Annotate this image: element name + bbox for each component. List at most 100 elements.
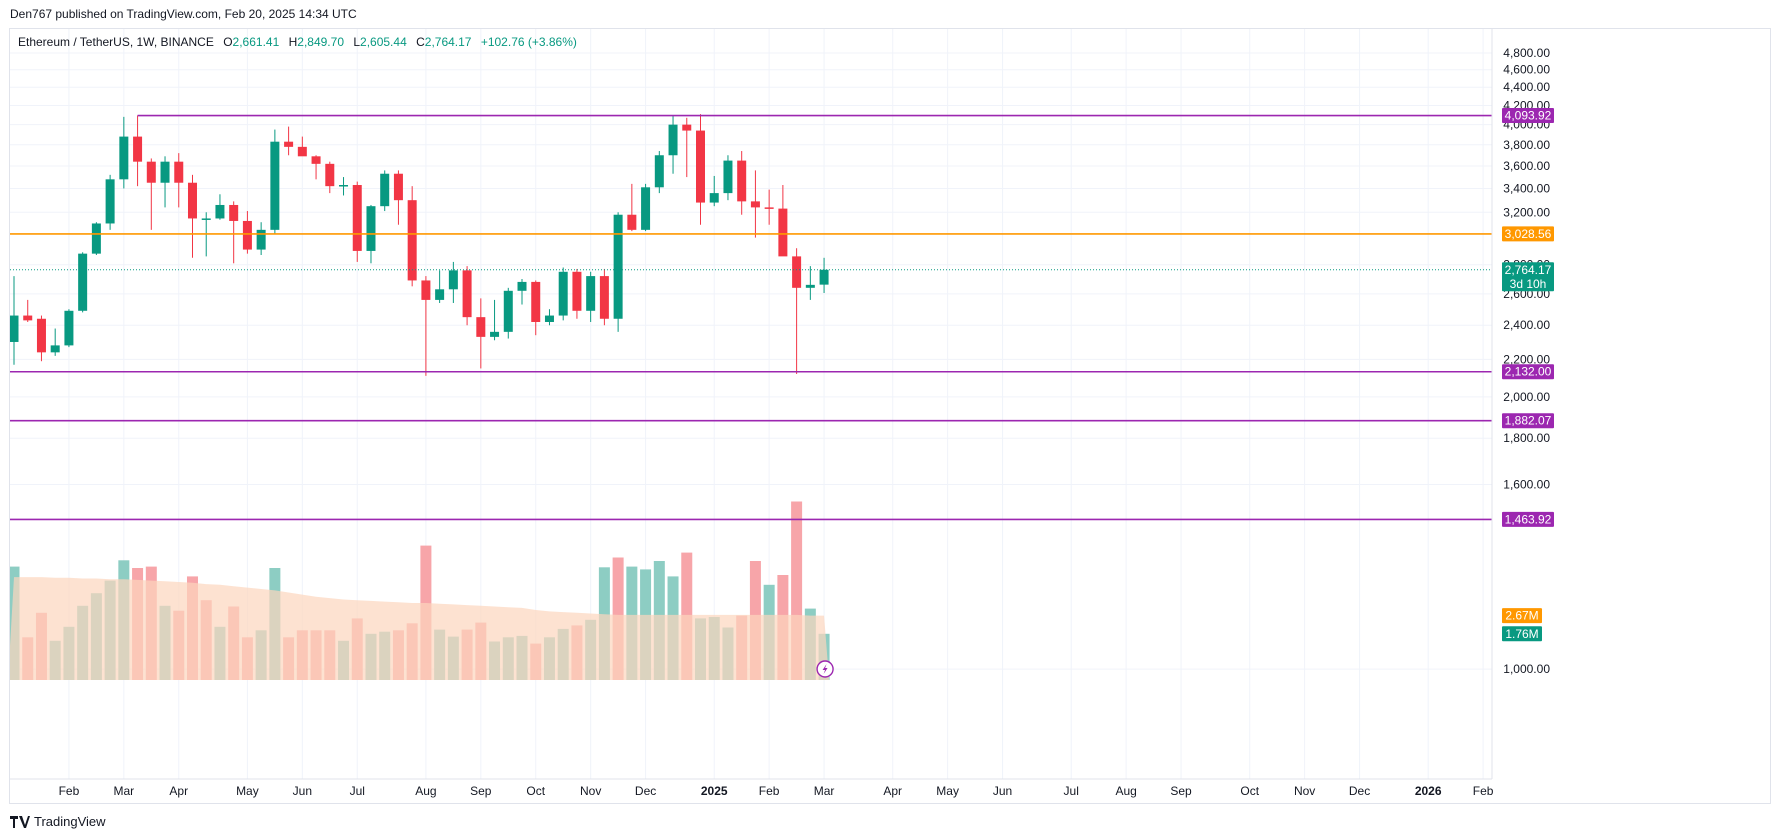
price-tick-label: 3,800.00 (1503, 138, 1550, 152)
candle-body[interactable] (311, 156, 321, 164)
time-tick-label: Jul (1064, 784, 1079, 798)
candle-body[interactable] (201, 218, 211, 220)
candle-body[interactable] (723, 160, 733, 194)
change-value: +102.76 (+3.86%) (480, 35, 577, 49)
candle-body[interactable] (421, 280, 431, 300)
time-tick-label: Aug (1115, 784, 1136, 798)
candle-body[interactable] (64, 310, 74, 346)
close-label: C (416, 35, 425, 49)
volume-badge: 2.67M (1505, 609, 1538, 623)
tradingview-footer[interactable]: TradingView (10, 812, 106, 832)
candle-body[interactable] (36, 318, 46, 353)
tradingview-brand: TradingView (34, 814, 106, 829)
candle-body[interactable] (462, 270, 472, 318)
price-tick-label: 3,400.00 (1503, 181, 1550, 195)
candle-body[interactable] (23, 315, 33, 321)
candle-body[interactable] (297, 146, 307, 157)
candle-body[interactable] (393, 173, 403, 201)
level-price-badge-bg (1502, 511, 1554, 527)
close-value: 2,764.17 (424, 35, 472, 49)
candle-body[interactable] (558, 271, 568, 316)
level-price-badge: 3,028.56 (1505, 227, 1552, 241)
candle-body[interactable] (380, 173, 390, 207)
level-price-badge-bg (1502, 226, 1554, 242)
candle-body[interactable] (764, 207, 774, 209)
low-label: L (353, 35, 361, 49)
volume-badge-bg (1502, 626, 1542, 642)
candle-body[interactable] (160, 161, 170, 183)
candle-body[interactable] (654, 155, 664, 188)
time-tick-label: Feb (1473, 784, 1494, 798)
level-price-badge: 1,882.07 (1505, 414, 1552, 428)
candle-body[interactable] (599, 276, 609, 319)
candle-body[interactable] (435, 289, 445, 300)
volume-badge-bg (1502, 608, 1542, 624)
candle-body[interactable] (750, 201, 760, 208)
candle-body[interactable] (352, 185, 362, 251)
symbol-legend[interactable]: Ethereum / TetherUS, 1W, BINANCE O2,661.… (18, 34, 577, 50)
candle-body[interactable] (709, 193, 719, 203)
candle-body[interactable] (586, 276, 596, 311)
candle-body[interactable] (119, 136, 129, 180)
candle-body[interactable] (613, 214, 623, 319)
candle-body[interactable] (10, 315, 19, 342)
candle-body[interactable] (187, 182, 197, 219)
time-tick-label: Aug (415, 784, 436, 798)
candle-body[interactable] (792, 256, 802, 288)
candle-body[interactable] (339, 185, 349, 187)
price-tick-label: 2,200.00 (1503, 352, 1550, 366)
candle-body[interactable] (517, 281, 527, 291)
time-tick-label: Mar (114, 784, 135, 798)
candle-body[interactable] (490, 331, 500, 337)
candle-body[interactable] (641, 187, 651, 230)
candle-body[interactable] (133, 136, 143, 162)
candle-body[interactable] (819, 269, 829, 285)
time-tick-label: Apr (169, 784, 188, 798)
candle-body[interactable] (682, 124, 692, 131)
candle-body[interactable] (737, 160, 747, 202)
candle-body[interactable] (325, 163, 335, 187)
time-tick-label: May (236, 784, 259, 798)
candle-body[interactable] (215, 204, 225, 219)
candle-body[interactable] (805, 284, 815, 288)
candle-body[interactable] (572, 271, 582, 311)
price-tick-label: 2,400.00 (1503, 318, 1550, 332)
candle-body[interactable] (778, 208, 788, 257)
candle-body[interactable] (174, 161, 184, 183)
candle-body[interactable] (668, 124, 678, 156)
countdown-badge: 3d 10h (1510, 277, 1547, 291)
candle-body[interactable] (476, 317, 486, 337)
time-tick-label: 2025 (701, 784, 728, 798)
time-tick-label: Sep (1170, 784, 1192, 798)
level-price-badge-bg (1502, 108, 1554, 124)
candle-body[interactable] (78, 253, 88, 311)
price-chart[interactable]: 4,800.004,600.004,400.004,200.004,000.00… (10, 29, 1772, 805)
candle-body[interactable] (366, 206, 376, 251)
symbol-name: Ethereum / TetherUS, 1W, BINANCE (18, 35, 214, 49)
candle-body[interactable] (105, 179, 115, 224)
candle-body[interactable] (256, 229, 266, 250)
candle-body[interactable] (229, 204, 239, 221)
chart-frame[interactable]: 4,800.00 4,600.00 4,400.00 4,200.00 4,000.00… (9, 28, 1771, 804)
tradingview-logo-icon (10, 816, 30, 828)
candle-body[interactable] (50, 345, 60, 353)
candle-body[interactable] (503, 290, 513, 332)
last-price-badge-bg (1502, 262, 1554, 292)
candle-body[interactable] (146, 161, 156, 183)
candle-body[interactable] (544, 315, 554, 322)
candle-body[interactable] (627, 214, 637, 230)
candle-body[interactable] (531, 281, 541, 322)
candle-body[interactable] (91, 223, 101, 254)
candle-body[interactable] (407, 200, 417, 281)
candle-body[interactable] (696, 130, 705, 203)
candle-body[interactable] (448, 270, 458, 290)
price-tick-label: 3,200.00 (1503, 205, 1550, 219)
candle-body[interactable] (284, 141, 294, 147)
candle-body[interactable] (270, 141, 280, 230)
time-tick-label: Sep (470, 784, 492, 798)
price-tick-label: 2,000.00 (1503, 390, 1550, 404)
candle-body[interactable] (242, 220, 252, 250)
time-tick-label: May (936, 784, 959, 798)
price-tick-label: 1,000.00 (1503, 662, 1550, 676)
time-tick-label: Dec (635, 784, 656, 798)
